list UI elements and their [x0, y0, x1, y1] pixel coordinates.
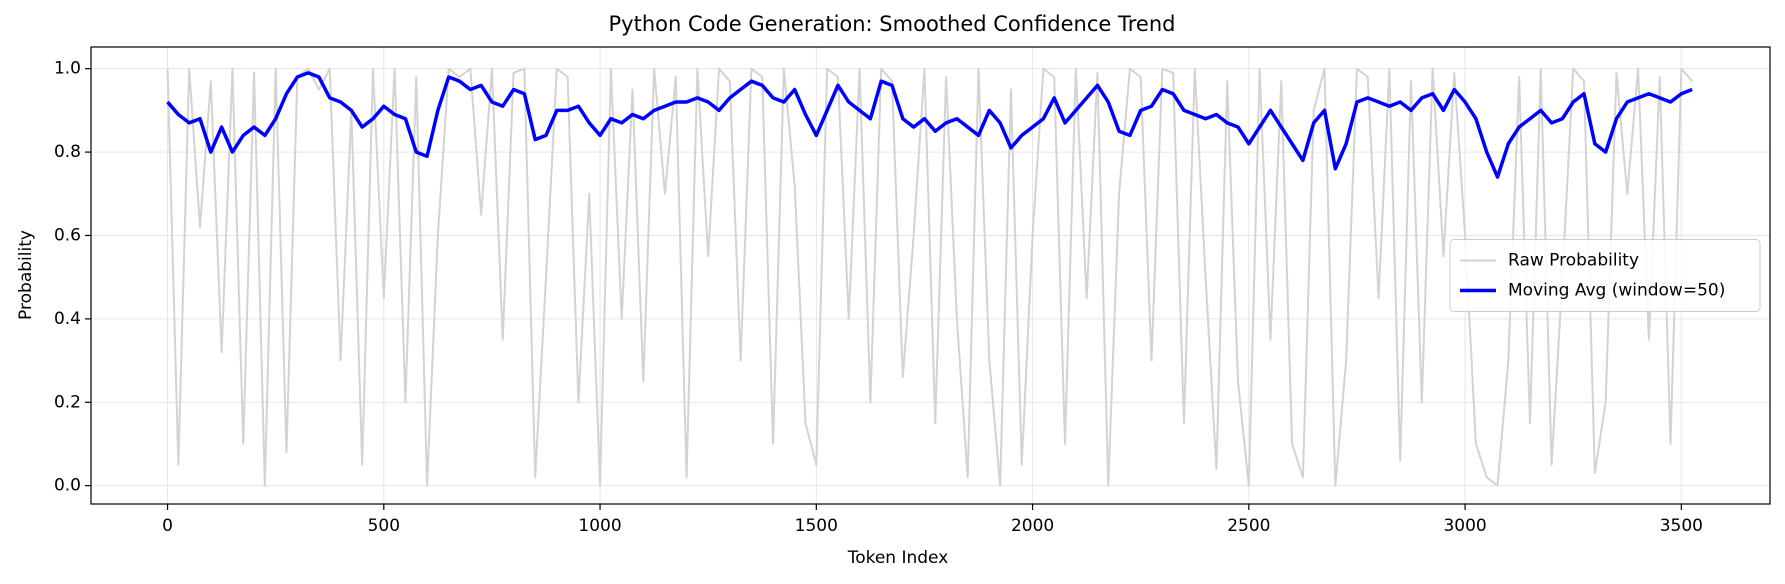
y-tick-label: 1.0 — [54, 59, 81, 79]
x-tick-label: 2500 — [1227, 516, 1270, 536]
x-tick-label: 1500 — [795, 516, 838, 536]
plot-lines — [166, 67, 1693, 487]
y-axis-label: Probability — [16, 230, 36, 320]
grid — [91, 47, 1770, 504]
legend-label: Raw Probability — [1508, 251, 1639, 271]
y-tick-label: 0.4 — [54, 309, 81, 329]
legend-label: Moving Avg (window=50) — [1508, 281, 1725, 301]
y-tick-label: 0.0 — [54, 476, 81, 496]
legend: Raw Probability Moving Avg (window=50) — [1449, 239, 1761, 312]
y-tick-label: 0.6 — [54, 225, 81, 245]
y-tick-label: 0.2 — [54, 392, 81, 412]
data-line — [166, 71, 1693, 179]
chart-title: Python Code Generation: Smoothed Confide… — [609, 12, 1176, 36]
data-line — [166, 67, 1693, 487]
x-tick-label: 3000 — [1443, 516, 1486, 536]
x-tick-label: 500 — [368, 516, 400, 536]
x-axis-label: Token Index — [847, 548, 949, 568]
x-tick-label: 2000 — [1011, 516, 1054, 536]
plot-frame — [90, 46, 1771, 505]
x-tick-label: 0 — [162, 516, 173, 536]
x-tick-label: 3500 — [1660, 516, 1703, 536]
y-tick-label: 0.8 — [54, 142, 81, 162]
legend-box — [1449, 239, 1761, 312]
x-tick-label: 1000 — [578, 516, 621, 536]
